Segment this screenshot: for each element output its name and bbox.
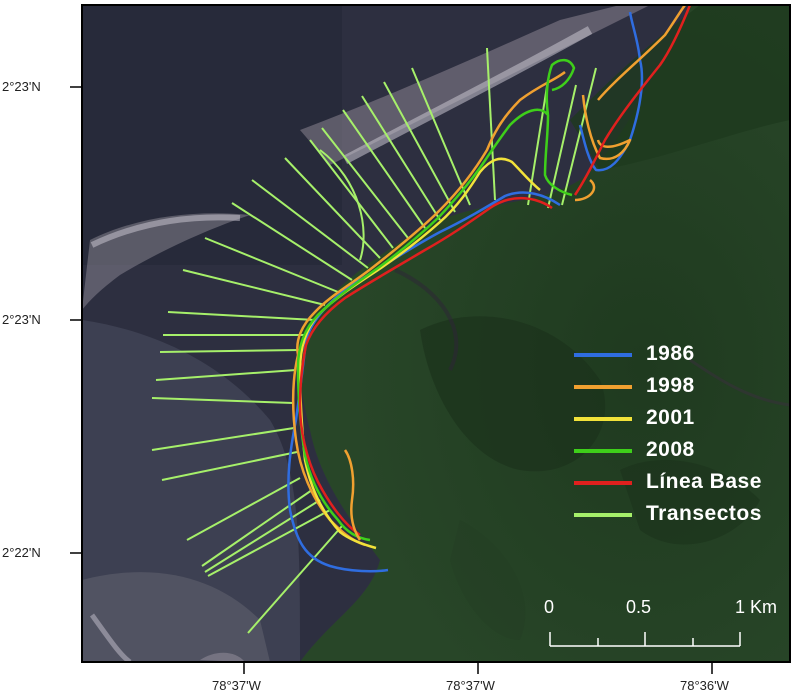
transect-lines	[151, 47, 597, 634]
legend-item-2008: 2008	[572, 436, 787, 468]
legend-swatch	[574, 417, 632, 421]
lon-label-left: 78°37'W	[212, 678, 261, 693]
shoreline-2008	[296, 58, 576, 542]
shorelines	[287, 5, 692, 573]
map-legend: 1986 1998 2001 2008 Línea Base Transecto…	[572, 340, 787, 532]
scale-label-one-km: 1 Km	[735, 597, 778, 617]
lon-label-right: 78°36'W	[680, 678, 729, 693]
lat-label-top: 2°23'N	[2, 79, 41, 94]
scale-label-half: 0.5	[626, 597, 652, 617]
legend-item-linea-base: Línea Base	[572, 468, 787, 500]
shoreline-linea-base	[298, 5, 692, 537]
legend-swatch	[574, 513, 632, 517]
legend-swatch	[574, 449, 632, 453]
legend-label: Transectos	[646, 502, 762, 525]
legend-label: Línea Base	[646, 470, 762, 493]
legend-label: 2008	[646, 438, 695, 461]
scale-label-zero: 0	[544, 597, 555, 617]
lat-label-bottom: 2°22'N	[2, 545, 41, 560]
legend-item-1998: 1998	[572, 372, 787, 404]
lat-label-middle: 2°23'N	[2, 312, 41, 327]
legend-swatch	[574, 385, 632, 389]
legend-item-1986: 1986	[572, 340, 787, 372]
satellite-imagery	[82, 5, 790, 662]
legend-item-transectos: Transectos	[572, 500, 787, 532]
legend-item-2001: 2001	[572, 404, 787, 436]
legend-label: 1986	[646, 342, 695, 365]
lon-label-middle: 78°37'W	[446, 678, 495, 693]
axis-ticks	[70, 86, 713, 674]
scale-bar	[549, 632, 741, 647]
legend-swatch	[574, 481, 632, 485]
legend-label: 2001	[646, 406, 695, 429]
shoreline-1998	[291, 5, 687, 547]
legend-swatch	[574, 353, 632, 357]
legend-label: 1998	[646, 374, 695, 397]
